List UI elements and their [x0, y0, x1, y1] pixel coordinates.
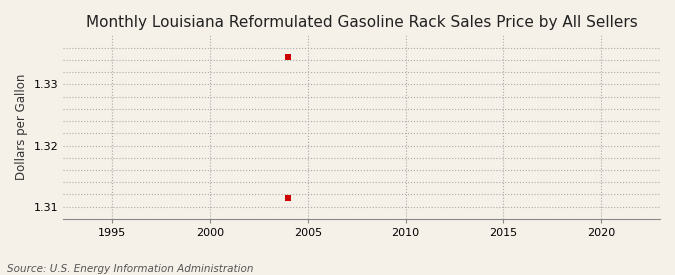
Title: Monthly Louisiana Reformulated Gasoline Rack Sales Price by All Sellers: Monthly Louisiana Reformulated Gasoline …: [86, 15, 637, 30]
Text: Source: U.S. Energy Information Administration: Source: U.S. Energy Information Administ…: [7, 264, 253, 274]
Y-axis label: Dollars per Gallon: Dollars per Gallon: [15, 74, 28, 180]
